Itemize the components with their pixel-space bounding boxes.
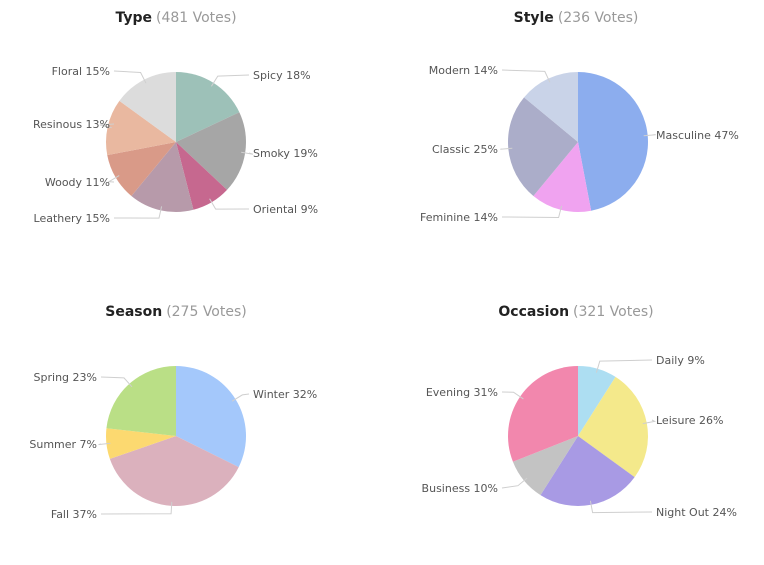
pie-slice-daily[interactable] <box>578 366 616 436</box>
leader-line <box>501 69 551 83</box>
slice-label: Masculine 47% <box>656 129 739 142</box>
chart-title: Style (236 Votes) <box>514 10 639 26</box>
pie-slice-oriental[interactable] <box>176 142 228 210</box>
slice-label: Night Out 24% <box>656 506 737 519</box>
chart-title: Type (481 Votes) <box>115 10 236 26</box>
vote-count: (236 Votes) <box>558 10 639 26</box>
chart-title-text: Season <box>105 304 162 320</box>
leader-line <box>500 147 513 150</box>
leader-line <box>589 500 653 514</box>
slice-label: Summer 7% <box>29 438 97 451</box>
pie-slice-night-out[interactable] <box>540 436 635 506</box>
leader-line <box>501 477 528 489</box>
slice-label: Spring 23% <box>34 371 97 384</box>
pie-chart-season: Season (275 Votes) Winter 32% Fall 37% Summe… <box>29 304 317 521</box>
pie-slice-masculine[interactable] <box>578 72 649 211</box>
leader-line <box>107 175 120 183</box>
leader-line <box>99 123 115 129</box>
vote-count: (275 Votes) <box>166 304 247 320</box>
leader-line <box>100 501 173 515</box>
pie-slice-modern[interactable] <box>524 72 578 142</box>
slice-label: Spicy 18% <box>253 69 311 82</box>
leader-line <box>209 198 250 210</box>
slice-label: Classic 25% <box>432 143 498 156</box>
slice-label: Floral 15% <box>52 65 110 78</box>
chart-title: Season (275 Votes) <box>105 304 247 320</box>
pie-chart-occasion: Occasion (321 Votes) Daily 9% Leisure 26% Ni… <box>422 304 737 519</box>
slice-label: Resinous 13% <box>33 118 110 131</box>
slice-label: Feminine 14% <box>420 211 498 224</box>
leader-line <box>210 74 250 87</box>
pie-slice-floral[interactable] <box>119 72 176 142</box>
pie-slice-resinous[interactable] <box>106 100 176 156</box>
leader-line <box>642 419 657 425</box>
pie-slice-woody[interactable] <box>107 142 176 196</box>
leader-line <box>98 442 111 446</box>
chart-title: Occasion (321 Votes) <box>498 304 653 320</box>
pie-chart-type: Type (481 Votes) Spicy 18% Smoky 19% Orienta… <box>33 10 318 225</box>
leader-line <box>231 393 250 402</box>
pie-slice-summer[interactable] <box>105 428 176 459</box>
pie-slice-spring[interactable] <box>106 366 176 436</box>
slice-label: Winter 32% <box>253 388 317 401</box>
pie-slice-fall[interactable] <box>109 436 239 506</box>
vote-count: (321 Votes) <box>573 304 654 320</box>
pie-slice-evening[interactable] <box>508 366 578 462</box>
slice-label: Evening 31% <box>426 386 498 399</box>
slice-label: Smoky 19% <box>253 147 318 160</box>
leader-line <box>241 151 254 155</box>
leader-line <box>113 206 163 219</box>
pie-slice-business[interactable] <box>512 436 578 496</box>
vote-count: (481 Votes) <box>156 10 237 26</box>
slice-label: Leathery 15% <box>34 212 110 225</box>
pie-slice-smoky[interactable] <box>176 112 247 190</box>
pie-slice-leisure[interactable] <box>578 376 648 478</box>
slice-label: Oriental 9% <box>253 203 318 216</box>
leader-line <box>595 359 653 373</box>
pie-slice-spicy[interactable] <box>176 72 240 142</box>
pie-slice-feminine[interactable] <box>533 142 592 213</box>
slice-label: Leisure 26% <box>656 414 723 427</box>
slice-label: Modern 14% <box>429 64 498 77</box>
leader-line <box>643 134 656 137</box>
slice-label: Business 10% <box>422 482 498 495</box>
slice-label: Fall 37% <box>51 508 97 521</box>
slice-label: Daily 9% <box>656 354 705 367</box>
pie-slice-classic[interactable] <box>507 97 578 196</box>
leader-line <box>100 376 133 388</box>
pie-slice-leathery[interactable] <box>131 142 194 213</box>
chart-title-text: Type <box>115 10 152 26</box>
pie-chart-style: Style (236 Votes) Masculine 47% Feminine 14… <box>420 10 739 224</box>
pie-slice-winter[interactable] <box>176 366 246 468</box>
leader-line <box>501 391 524 400</box>
slice-label: Woody 11% <box>45 176 110 189</box>
leader-line <box>501 205 563 219</box>
leader-line <box>113 70 147 84</box>
chart-title-text: Style <box>514 10 554 26</box>
chart-title-text: Occasion <box>498 304 569 320</box>
